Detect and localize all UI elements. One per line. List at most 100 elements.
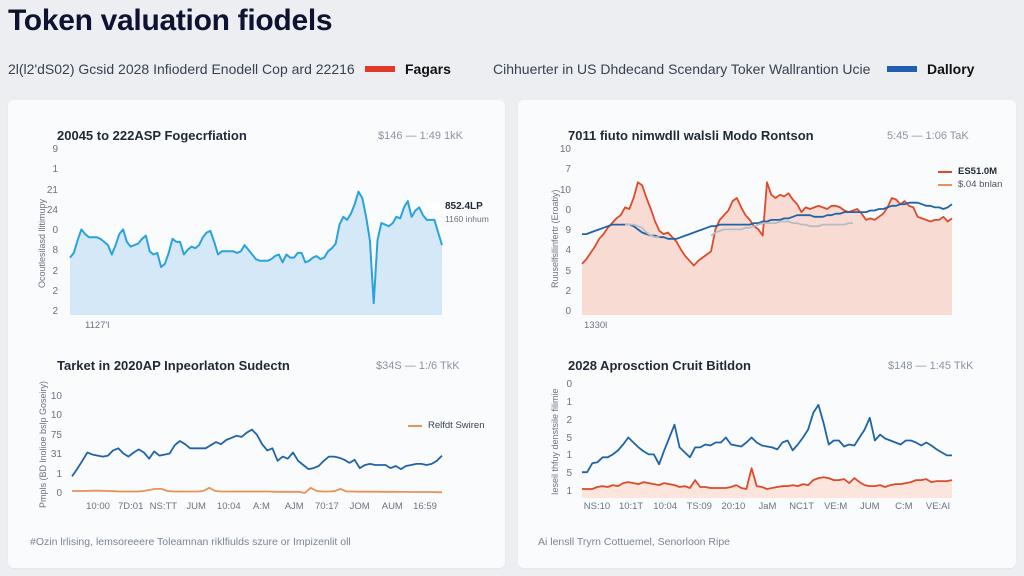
x-tick: VE:AI: [925, 501, 951, 512]
x-tick: 10:00: [86, 501, 110, 512]
series-area-1: [582, 468, 952, 498]
y-tick: 10: [50, 410, 62, 422]
x-tick: 20:10: [721, 501, 746, 512]
legend-line: [938, 170, 952, 173]
x-tick: 16:59: [413, 501, 437, 512]
chart-bottom-right: [582, 404, 953, 498]
x-tick: NS:TT: [149, 501, 178, 512]
legend-label: Fagars: [405, 61, 451, 77]
x-tick: JOM: [349, 501, 370, 512]
chart-title: 7011 fiuto nimwdll walsli Modo Rontson: [568, 128, 814, 143]
legend-label: ES51.0M: [958, 166, 998, 177]
y-tick: 1: [566, 396, 572, 408]
subtitle-right: Cihhuerter in US Dhdecand Scendary Toker…: [493, 61, 871, 77]
y-tick: 2: [52, 285, 58, 297]
legend-item: $.04 bnlan: [938, 179, 1002, 190]
x-tick: AUM: [381, 501, 403, 512]
y-tick: 1: [56, 468, 62, 480]
legend-item: ES51.0M: [938, 166, 997, 177]
chart-title: 2028 Aprosction Cruit Bitldon: [568, 358, 751, 373]
x-tick: NC1T: [789, 501, 814, 512]
x-tick: JUM: [860, 501, 880, 512]
y-tick: 0: [565, 204, 571, 216]
chart-range: $148 — 1:45 TkK: [888, 360, 974, 372]
chart-range: 5:45 — 1:06 TaK: [887, 130, 969, 142]
legend-swatch-blue: [887, 66, 917, 72]
series-line-dallory: [582, 201, 953, 240]
annotation-value: 852.4LP: [445, 201, 483, 212]
y-tick: 10: [50, 391, 62, 402]
chart-bottom-left: [71, 428, 443, 494]
y-tick: 1: [566, 450, 572, 462]
chart-range: $34S — 1:/6 TkK: [376, 360, 460, 372]
y-tick: 2: [52, 265, 58, 277]
y-tick: 0: [565, 306, 571, 317]
y-tick: 5: [565, 265, 571, 277]
legend-line: [938, 183, 952, 186]
y-tick: 2: [565, 285, 571, 297]
subtitle-left: 2l(l2'dS02) Gcsid 2028 Infioderd Enodell…: [8, 61, 355, 77]
x-tick: 7D:01: [118, 501, 144, 512]
x-tick: JUM: [186, 501, 206, 512]
series-line-asp: [69, 190, 443, 305]
chart-title: 20045 to 222ASP Fogecrfiation: [57, 128, 247, 143]
y-tick: 0: [52, 225, 58, 236]
series-line-dallory: [71, 428, 443, 477]
series-line-relfdt-swiren: [72, 486, 443, 494]
x-tick: JaM: [758, 501, 777, 512]
y-tick: 4: [565, 245, 571, 257]
legend-line: [408, 424, 422, 427]
x-tick: TS:09: [686, 501, 712, 512]
x-tick: 70:17: [315, 501, 339, 512]
x-tick: AJM: [284, 501, 304, 512]
x-tick: 1330l: [584, 320, 608, 331]
y-tick: 9: [52, 144, 58, 155]
chart-title: Tarket in 2020AP Inpeorlaton Sudectn: [57, 358, 290, 373]
x-tick: 10:1T: [618, 501, 644, 512]
series-area-0: [582, 182, 952, 315]
x-tick: 10:04: [216, 501, 241, 512]
annotation-marker: [427, 203, 442, 210]
legend-dallory: Dallory: [887, 61, 974, 77]
series-line-dallory: [582, 404, 952, 474]
y-tick: 2: [52, 306, 58, 317]
y-tick: 9: [565, 225, 571, 236]
series-line-es51-0m: [581, 181, 953, 267]
y-tick: 10: [559, 144, 571, 155]
legend-label: $.04 bnlan: [958, 179, 1003, 190]
y-tick: 5: [566, 468, 572, 480]
footnote: Ai lensll Tryrn Cottuemel, Senorloon Rip…: [538, 536, 731, 548]
y-tick: 0: [56, 488, 62, 499]
annotation-sub: 1160 inhum: [445, 214, 489, 224]
y-tick: 31: [50, 449, 62, 461]
y-tick: 24: [46, 204, 58, 216]
y-tick: 8: [52, 245, 58, 257]
y-tick: 21: [46, 184, 58, 196]
chart-range: $146 — 1:49 1kK: [378, 130, 464, 142]
x-tick: NS:10: [583, 501, 611, 512]
x-tick: 1127'l: [85, 320, 110, 331]
y-tick: 1: [52, 164, 58, 176]
x-tick: VE:M: [824, 501, 848, 512]
series-line--04-bnlan: [625, 220, 853, 239]
legend-swatch-red: [365, 66, 395, 72]
y-tick: 1: [566, 486, 572, 497]
y-tick: 75: [50, 429, 62, 441]
y-tick: 0: [566, 379, 572, 390]
chart-top-left: [69, 190, 443, 315]
x-tick: 10:04: [653, 501, 678, 512]
legend-item: Relfdt Swiren: [408, 420, 485, 431]
series-line-fagars: [582, 467, 953, 490]
series-area-0: [70, 191, 442, 315]
x-tick: C:M: [895, 501, 913, 512]
x-tick: A:M: [253, 501, 270, 512]
footnote: #Ozin lrlising, lemsoreeere Toleamnan ri…: [30, 536, 351, 548]
y-tick: 7: [565, 164, 571, 176]
legend-fagars: Fagars: [365, 61, 451, 77]
legend-label: Dallory: [927, 61, 975, 77]
y-tick: 2: [566, 414, 572, 426]
page-title: Token valuation fiodels: [8, 4, 333, 37]
y-tick: 5: [566, 432, 572, 444]
chart-top-right: [581, 181, 953, 315]
legend-label: Relfdt Swiren: [428, 420, 485, 431]
